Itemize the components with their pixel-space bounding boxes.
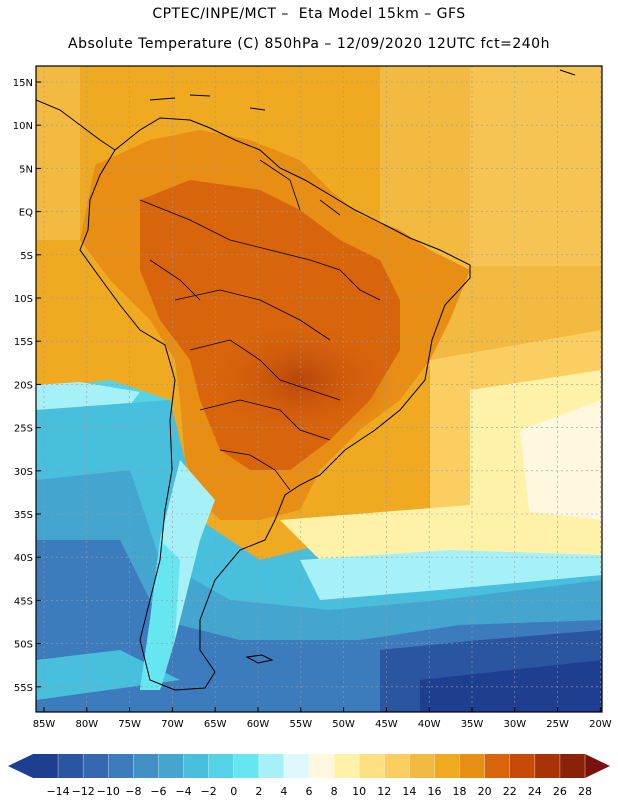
colorbar: −14 −12 −10 −8 −6 −4 −2 0 2 4 6 8 10 12 14 16 18 20 22 24 26… [8,754,610,798]
caribbean-islands [149,69,576,111]
colorbar-right-arrow [585,754,610,778]
lon-label: 50W [332,719,355,730]
colorbar-swatch [334,754,360,778]
colorbar-swatch [309,754,335,778]
colorbar-swatch [484,754,511,778]
colorbar-label: 18 [453,785,467,798]
colorbar-swatch [534,754,561,778]
colorbar-swatch [283,754,310,778]
longitude-labels: 85W 80W 75W 70W 65W 60W 55W 50W 45W 40W 35W 30W 25W 2… [33,707,612,730]
lon-label: 75W [118,719,141,730]
field-atlantic-ne [470,66,602,266]
lat-label: 35S [14,510,33,521]
lat-label: 40S [14,553,33,564]
lon-label: 40W [418,719,441,730]
lon-label: 30W [503,719,526,730]
lon-label: 35W [461,719,484,730]
colorbar-swatch [183,754,210,778]
colorbar-label: −4 [175,785,191,798]
colorbar-label: 2 [255,785,262,798]
colorbar-swatch [258,754,285,778]
colorbar-swatch [384,754,410,778]
field-atlantic-cream [520,400,602,530]
colorbar-label: −14 [46,785,69,798]
lat-label: 10N [13,121,33,132]
chart-title-line-2: Absolute Temperature (C) 850hPa – 12/09/… [68,36,550,52]
central-america-coast [36,99,116,151]
lon-label: 55W [289,719,312,730]
falkland-islands [245,654,274,664]
colorbar-swatch [434,754,461,778]
lon-label: 25W [546,719,569,730]
lat-label: 10S [14,294,33,305]
lat-label: 50S [14,640,33,651]
colorbar-swatch [58,754,84,778]
colorbar-swatch [208,754,235,778]
graticule [36,66,602,712]
lat-label: 25S [14,424,33,435]
colorbar-swatch [83,754,109,778]
field-south-light-band [300,550,602,600]
lon-label: 80W [75,719,98,730]
colorbar-swatch [33,754,59,778]
colorbar-label: 20 [478,785,492,798]
colorbar-swatch [108,754,134,778]
chart-title-line-1: CPTEC/INPE/MCT – Eta Model 15km – GFS [152,6,466,22]
colorbar-swatch [409,754,435,778]
colorbar-swatch [233,754,260,778]
lat-label: 15N [13,78,33,89]
colorbar-label: 6 [306,785,313,798]
lat-label: 5S [20,251,33,262]
colorbar-label: 26 [553,785,567,798]
colorbar-label: −2 [201,785,217,798]
colorbar-swatch [509,754,536,778]
colorbar-label: −6 [150,785,166,798]
colorbar-left-arrow [8,754,33,778]
field-patagonia-cyan [140,540,180,690]
lon-label: 60W [247,719,270,730]
colorbar-swatch [133,754,159,778]
lat-label: 20S [14,380,33,391]
colorbar-label: 0 [230,785,237,798]
latitude-labels: 15N 10N 5N EQ 5S 10S 15S 20S 25S 30S 35S 40S 45S 50S 5… [13,78,41,694]
field-continent-hotcore [205,320,395,440]
colorbar-label: −12 [72,785,95,798]
lat-label: 15S [14,337,33,348]
field-south-navy [420,660,602,712]
colorbar-swatch [359,754,385,778]
colorbar-label: 12 [377,785,391,798]
lat-label: 45S [14,596,33,607]
colorbar-label: 24 [528,785,542,798]
lon-label: 45W [375,719,398,730]
colorbar-label: 16 [427,785,441,798]
lat-label: 55S [14,683,33,694]
map-frame [35,65,603,713]
colorbar-label: 8 [331,785,338,798]
colorbar-label: −8 [125,785,141,798]
lon-label: 85W [33,719,56,730]
colorbar-swatch [459,754,486,778]
lat-label: EQ [19,208,33,219]
lon-label: 65W [204,719,227,730]
colorbar-label: 14 [402,785,416,798]
colorbar-label: 28 [578,785,592,798]
lon-label: 70W [161,719,184,730]
south-america-coast [79,117,471,691]
colorbar-label: 10 [352,785,366,798]
colorbar-label: 22 [503,785,517,798]
field-pacific-light [36,382,140,410]
lat-label: 5N [19,164,33,175]
colorbar-swatch [559,754,586,778]
colorbar-swatch [158,754,185,778]
lat-label: 30S [14,467,33,478]
temperature-field [36,66,602,712]
country-borders [139,159,381,491]
colorbar-label: 4 [280,785,287,798]
colorbar-label: −10 [97,785,120,798]
field-pacific-north [36,66,80,240]
lon-label: 20W [589,719,612,730]
coastlines [36,69,576,691]
